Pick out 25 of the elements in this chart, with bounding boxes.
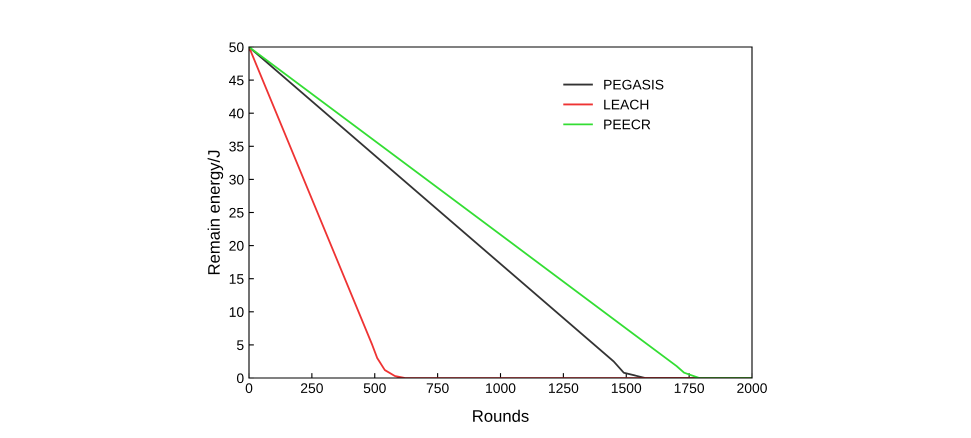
legend-label: PEGASIS bbox=[604, 80, 664, 90]
x-tick-label: 750 bbox=[426, 383, 449, 394]
y-axis-title: Remain energy/J bbox=[208, 150, 224, 274]
x-tick-label: 1250 bbox=[548, 383, 578, 394]
y-tick-label: 20 bbox=[229, 240, 244, 251]
legend-label: LEACH bbox=[604, 100, 648, 110]
y-tick-label: 30 bbox=[229, 174, 244, 185]
y-tick-label: 10 bbox=[230, 307, 244, 317]
y-tick-label: 35 bbox=[229, 142, 244, 152]
x-tick-label: 1000 bbox=[486, 383, 516, 394]
y-tick-label: 0 bbox=[236, 373, 244, 384]
x-tick-label: 1500 bbox=[612, 383, 642, 394]
x-tick-label: 250 bbox=[300, 383, 323, 394]
x-tick-label: 0 bbox=[246, 383, 252, 394]
y-tick-label: 25 bbox=[229, 208, 244, 218]
y-tick-label: 5 bbox=[236, 340, 244, 350]
y-tick-label: 45 bbox=[229, 76, 244, 86]
x-axis-title: Rounds bbox=[473, 410, 529, 422]
y-tick-label: 50 bbox=[229, 42, 244, 52]
x-tick-label: 2000 bbox=[737, 383, 767, 394]
y-tick-label: 40 bbox=[229, 108, 244, 118]
y-tick-label: 15 bbox=[230, 274, 244, 284]
x-tick-label: 1750 bbox=[674, 383, 704, 394]
legend-label: PEECR bbox=[604, 120, 650, 130]
x-tick-label: 500 bbox=[364, 383, 386, 394]
